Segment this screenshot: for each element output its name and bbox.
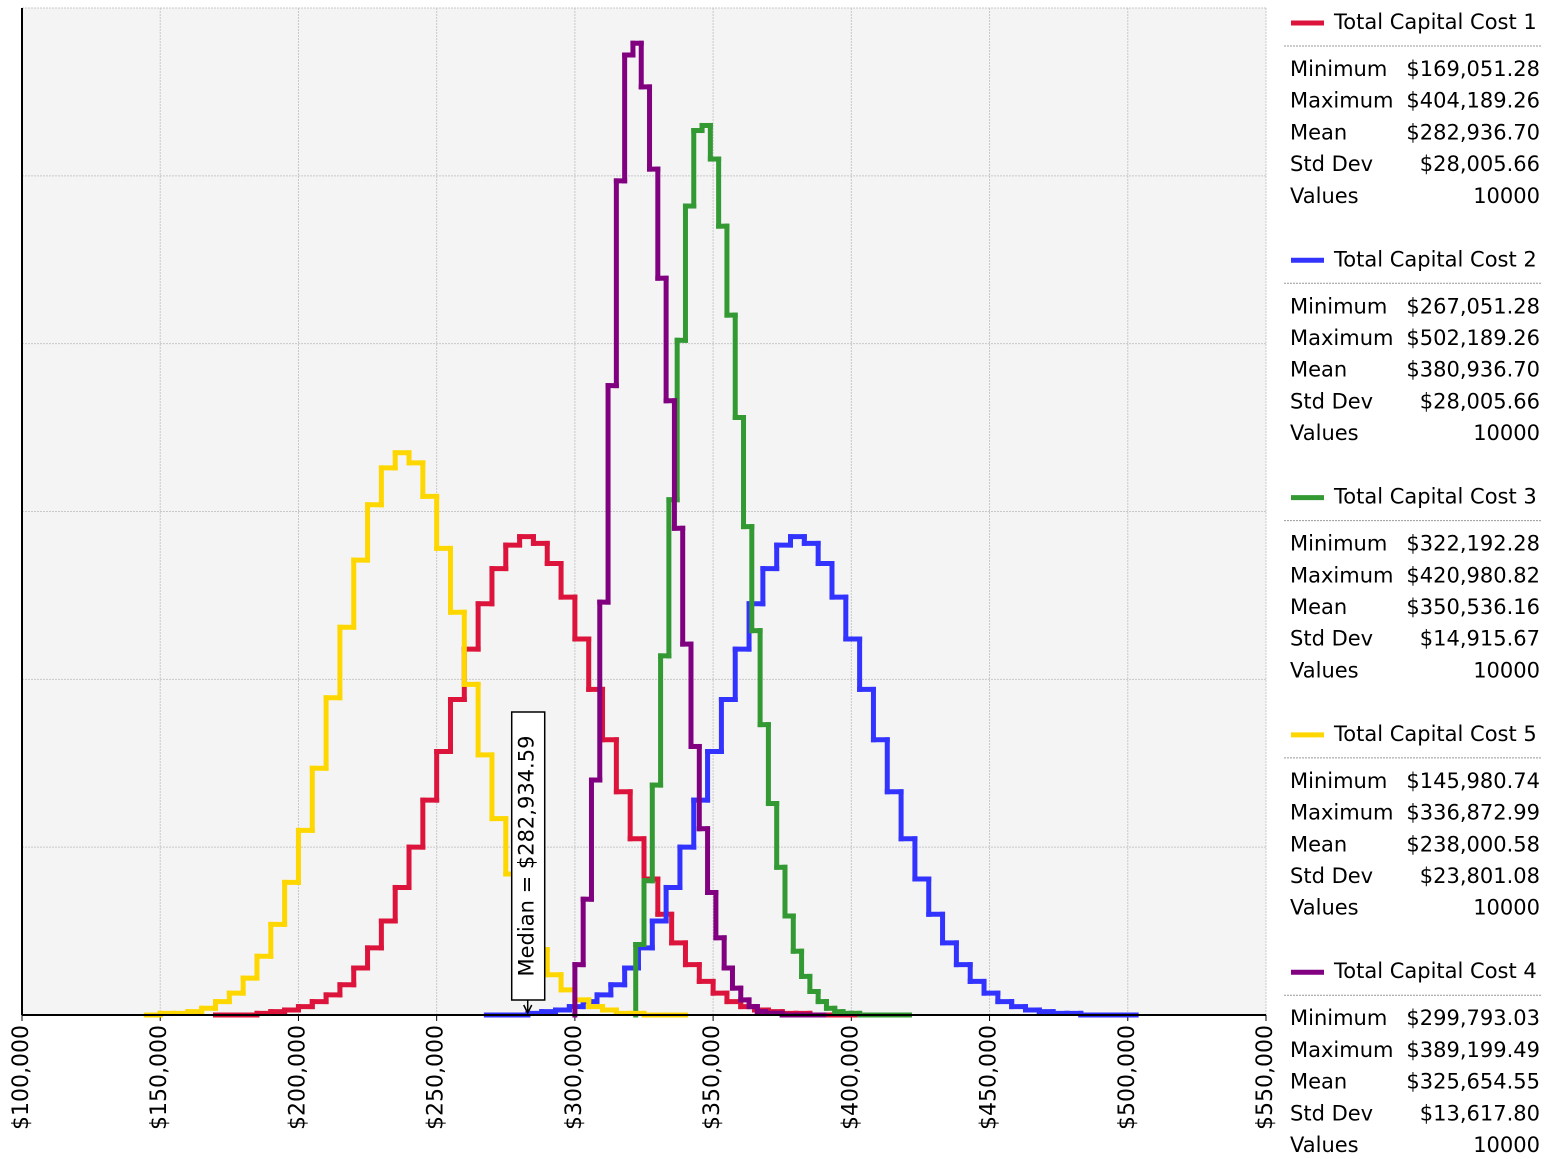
- stat-label: Values: [1290, 184, 1359, 208]
- stat-value: $23,801.08: [1420, 864, 1540, 888]
- x-tick-label: $300,000: [562, 1025, 587, 1130]
- annotation-box: [510, 711, 546, 1001]
- stat-label: Maximum: [1290, 563, 1393, 587]
- stat-label: Std Dev: [1290, 627, 1373, 651]
- stat-value: 10000: [1473, 1133, 1540, 1157]
- stat-label: Mean: [1290, 595, 1347, 619]
- stat-value: 10000: [1473, 184, 1540, 208]
- stat-label: Values: [1290, 1133, 1359, 1157]
- x-tick-label: $350,000: [700, 1025, 725, 1130]
- x-tick-label: $400,000: [838, 1025, 863, 1130]
- stat-label: Values: [1290, 896, 1359, 920]
- stat-label: Std Dev: [1290, 152, 1373, 176]
- legend-label: Total Capital Cost 5: [1333, 722, 1537, 746]
- stat-label: Maximum: [1290, 801, 1393, 825]
- stat-value: $267,051.28: [1406, 294, 1540, 318]
- stat-label: Mean: [1290, 832, 1347, 856]
- stat-label: Minimum: [1290, 769, 1387, 793]
- x-tick-label: $150,000: [147, 1025, 172, 1130]
- stat-value: $336,872.99: [1406, 801, 1540, 825]
- stat-value: $299,793.03: [1406, 1006, 1540, 1030]
- stat-value: 10000: [1473, 658, 1540, 682]
- stat-value: $238,000.58: [1406, 832, 1540, 856]
- annotation-label: Median = $282,934.59: [515, 736, 539, 977]
- stat-value: $325,654.55: [1406, 1070, 1540, 1094]
- stat-value: 10000: [1473, 421, 1540, 445]
- x-tick-label: $250,000: [424, 1025, 449, 1130]
- legend-label: Total Capital Cost 3: [1333, 485, 1537, 509]
- stat-label: Minimum: [1290, 294, 1387, 318]
- stat-value: $14,915.67: [1420, 627, 1540, 651]
- stat-label: Mean: [1290, 120, 1347, 144]
- stat-value: $380,936.70: [1406, 358, 1540, 382]
- stat-value: $282,936.70: [1406, 120, 1540, 144]
- stat-label: Maximum: [1290, 1038, 1393, 1062]
- annotation-arrowhead: [523, 1004, 533, 1015]
- stat-label: Std Dev: [1290, 1101, 1373, 1125]
- legend-label: Total Capital Cost 2: [1333, 247, 1537, 271]
- stat-value: $389,199.49: [1406, 1038, 1540, 1062]
- stat-value: $169,051.28: [1406, 57, 1540, 81]
- x-tick-label: $100,000: [9, 1025, 34, 1130]
- stat-value: $28,005.66: [1420, 389, 1540, 413]
- stat-value: $420,980.82: [1406, 563, 1540, 587]
- stat-value: $404,189.26: [1406, 89, 1540, 113]
- stat-value: $322,192.28: [1406, 532, 1540, 556]
- stat-label: Values: [1290, 421, 1359, 445]
- legend-label: Total Capital Cost 4: [1333, 959, 1537, 983]
- stat-label: Mean: [1290, 358, 1347, 382]
- stat-label: Minimum: [1290, 532, 1387, 556]
- stat-label: Maximum: [1290, 89, 1393, 113]
- stat-value: $28,005.66: [1420, 152, 1540, 176]
- stat-label: Std Dev: [1290, 864, 1373, 888]
- x-tick-label: $550,000: [1253, 1025, 1278, 1130]
- legend-label: Total Capital Cost 1: [1333, 10, 1537, 34]
- stat-label: Values: [1290, 658, 1359, 682]
- stat-label: Mean: [1290, 1070, 1347, 1094]
- x-tick-label: $450,000: [977, 1025, 1002, 1130]
- stat-label: Maximum: [1290, 326, 1393, 350]
- stat-value: $145,980.74: [1406, 769, 1540, 793]
- stat-label: Minimum: [1290, 57, 1387, 81]
- x-tick-label: $500,000: [1115, 1025, 1140, 1130]
- stat-value: $502,189.26: [1406, 326, 1540, 350]
- stat-label: Minimum: [1290, 1006, 1387, 1030]
- stat-value: $350,536.16: [1406, 595, 1540, 619]
- x-tick-label: $200,000: [285, 1025, 310, 1130]
- stat-value: $13,617.80: [1420, 1101, 1540, 1125]
- stat-label: Std Dev: [1290, 389, 1373, 413]
- stat-value: 10000: [1473, 896, 1540, 920]
